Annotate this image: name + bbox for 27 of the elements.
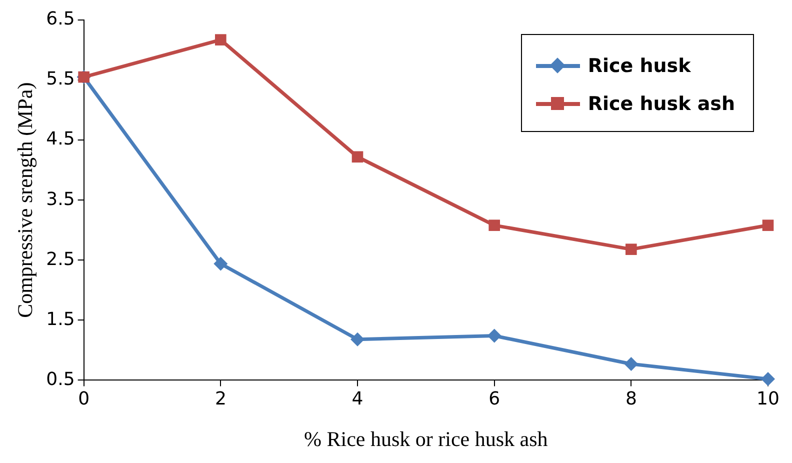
y-tick-label: 6.5 [46,8,75,30]
point [626,244,637,255]
x-tick-label: 8 [625,388,637,410]
y-tick-label: 5.5 [46,68,75,90]
point [762,220,774,231]
legend-label: Rice husk [588,55,691,77]
y-tick-label: 0.5 [46,368,75,390]
point [215,34,226,46]
x-tick-label: 2 [214,388,226,410]
x-tick-label: 6 [488,388,500,410]
legend-label: Rice husk ash [588,93,735,115]
point [214,256,228,271]
y-tick-label: 1.5 [46,308,75,330]
point [761,372,775,386]
point [487,328,502,343]
x-axis-title: % Rice husk or rice husk ash [304,426,548,451]
point [350,332,364,346]
x-tick-label: 4 [352,388,364,410]
y-axis-title: Compressive srength (MPa) [13,82,38,318]
x-tick-label: 10 [756,388,780,410]
point [352,151,364,163]
y-tick-label: 3.5 [46,188,75,210]
point [488,220,500,231]
y-tick-label: 4.5 [46,128,75,150]
y-tick-label: 2.5 [46,248,75,270]
point [624,356,638,371]
x-tick-label: 0 [78,388,90,410]
